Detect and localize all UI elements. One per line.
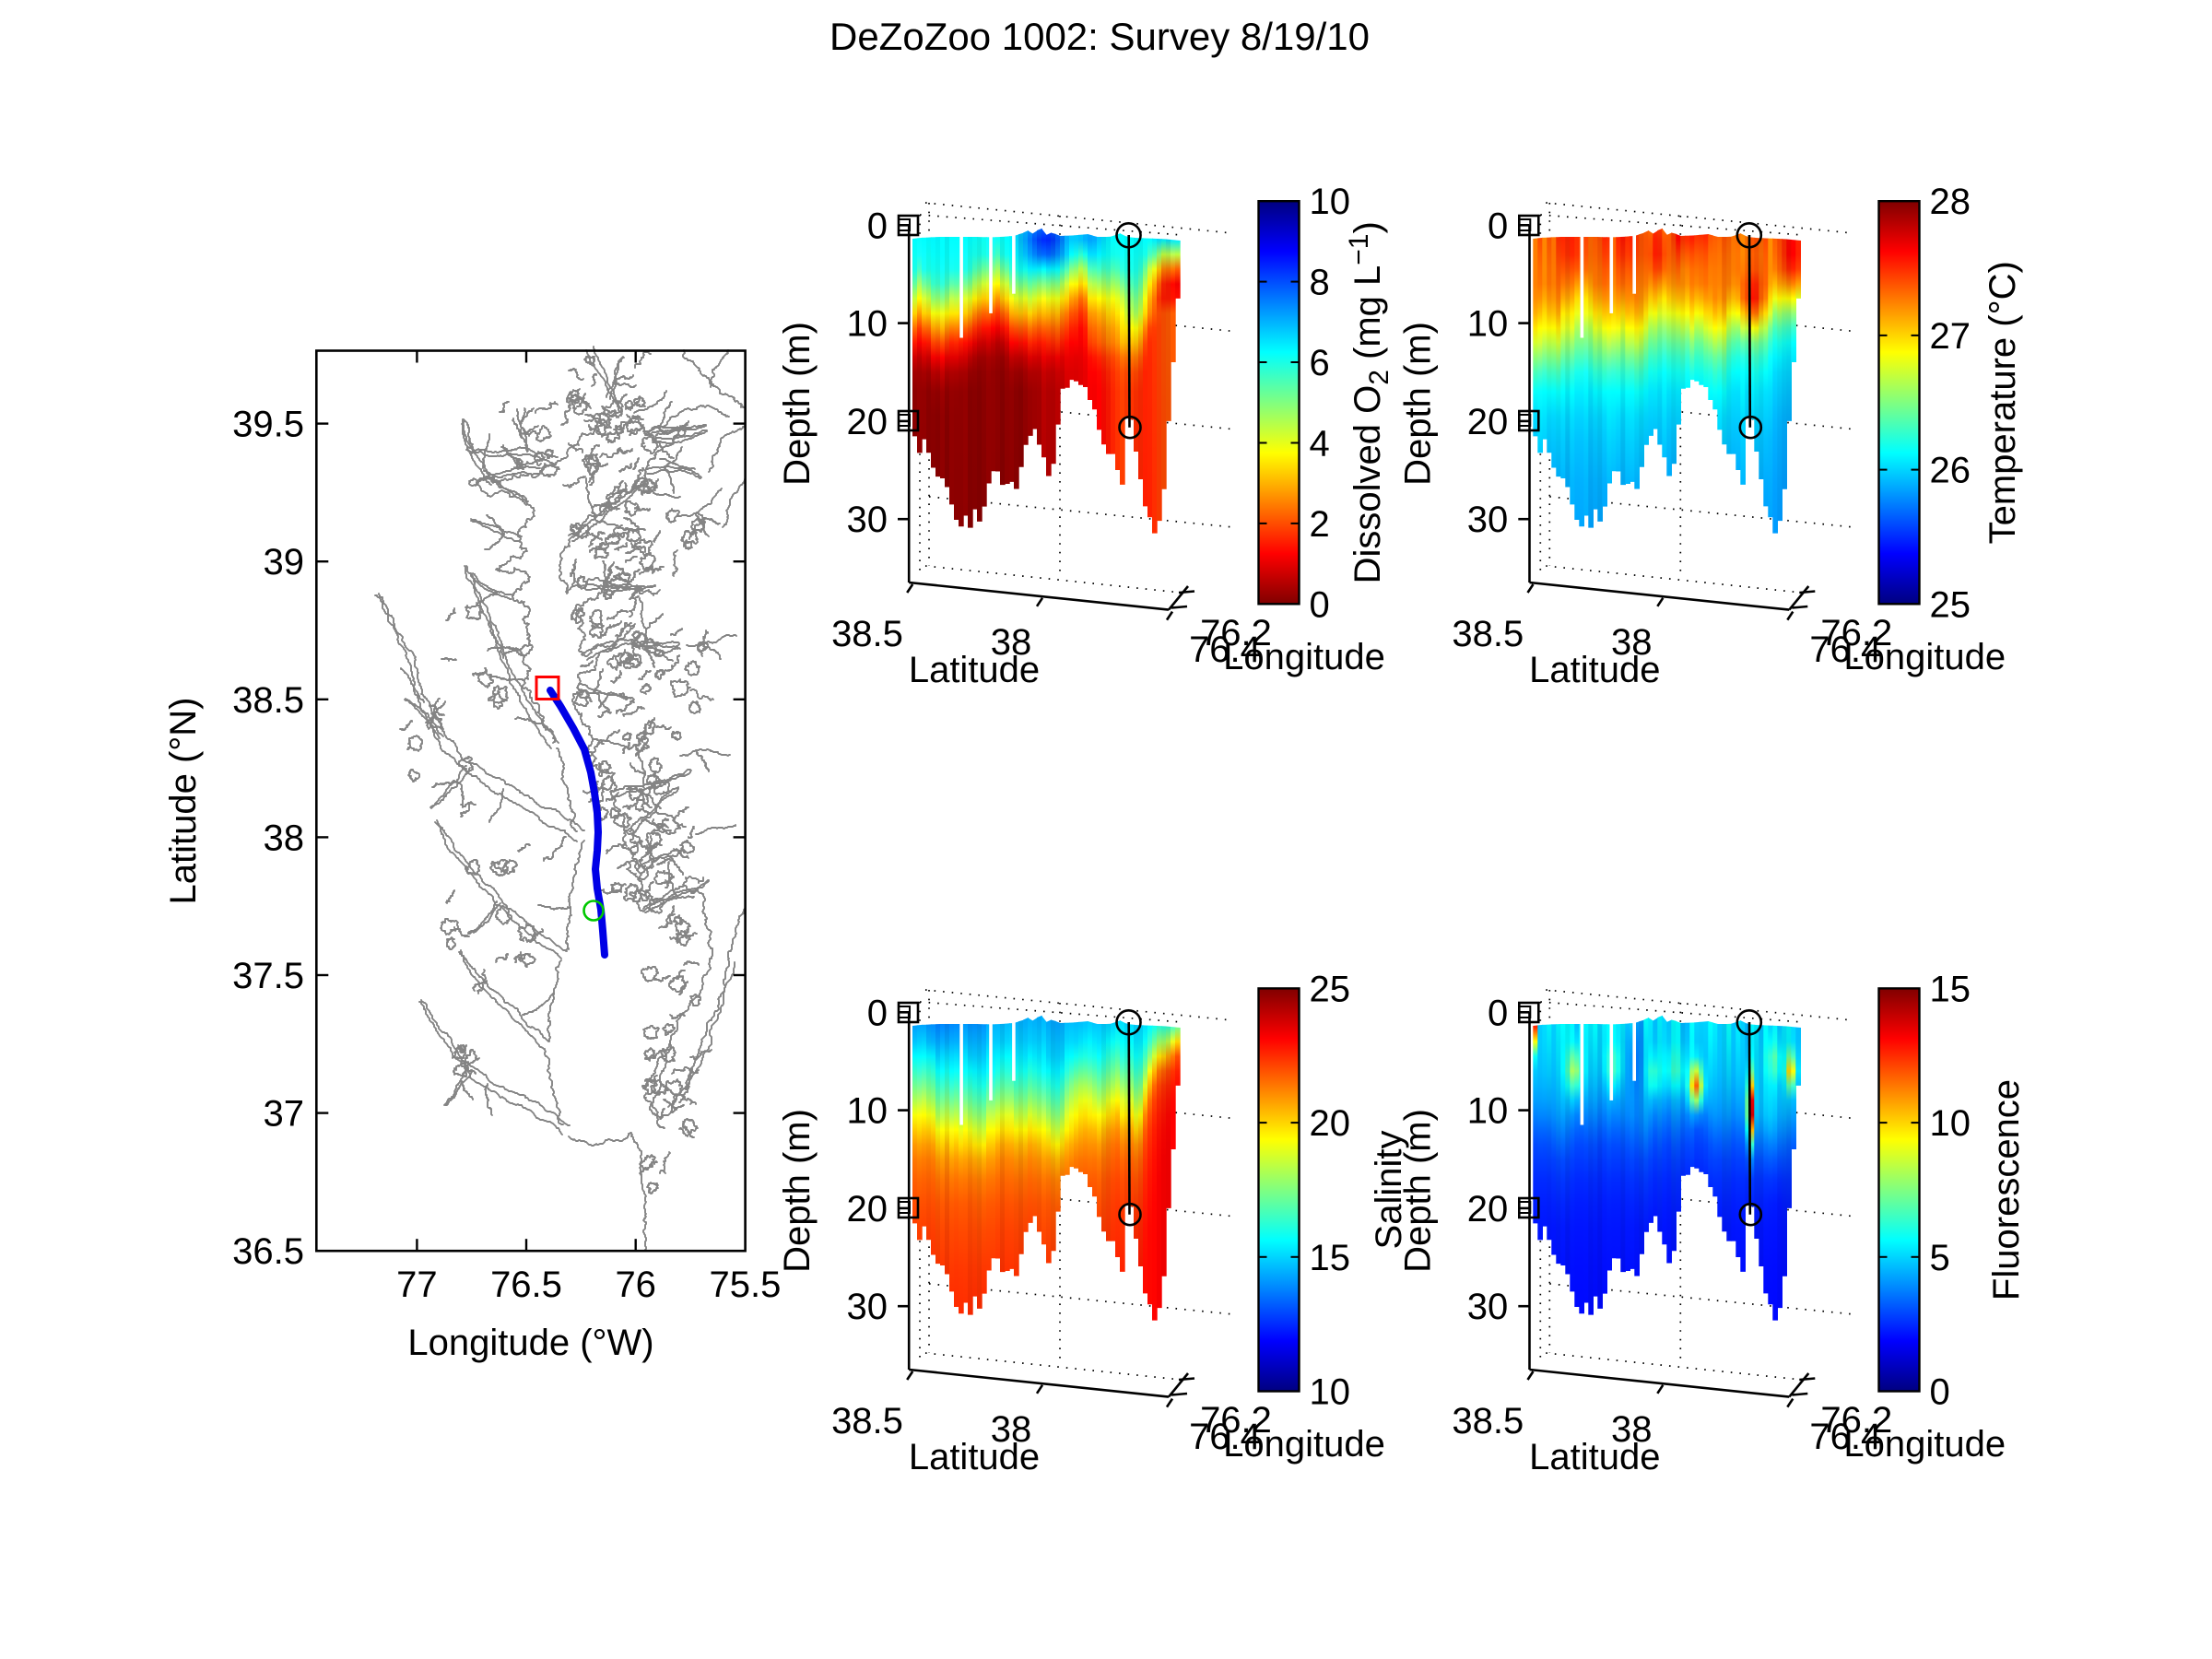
svg-text:76.2: 76.2 xyxy=(1820,1400,1892,1441)
svg-text:10: 10 xyxy=(1310,1372,1351,1413)
svg-text:37: 37 xyxy=(264,1094,305,1135)
svg-text:0: 0 xyxy=(1930,1372,1950,1413)
svg-text:77: 77 xyxy=(396,1265,438,1305)
svg-text:38.5: 38.5 xyxy=(1452,1401,1524,1441)
svg-text:76.2: 76.2 xyxy=(1820,613,1892,653)
svg-text:Longitude: Longitude xyxy=(1223,637,1385,677)
svg-text:76.4: 76.4 xyxy=(1809,629,1881,670)
svg-text:76.2: 76.2 xyxy=(1200,1400,1272,1441)
svg-text:Latitude: Latitude xyxy=(1529,650,1660,690)
svg-text:DeZoZoo 1002: Survey 8/19/10: DeZoZoo 1002: Survey 8/19/10 xyxy=(830,15,1370,58)
svg-text:10: 10 xyxy=(847,304,888,345)
svg-text:75.5: 75.5 xyxy=(709,1265,781,1305)
svg-text:Depth (m): Depth (m) xyxy=(777,322,818,486)
svg-text:Latitude (°N): Latitude (°N) xyxy=(163,698,204,905)
svg-text:76.4: 76.4 xyxy=(1189,1417,1261,1457)
svg-text:38.5: 38.5 xyxy=(831,614,903,654)
svg-text:Salinity: Salinity xyxy=(1369,1131,1409,1250)
svg-text:Fluorescence: Fluorescence xyxy=(1986,1079,2027,1300)
svg-text:Depth (m): Depth (m) xyxy=(1397,322,1438,486)
svg-text:0: 0 xyxy=(867,206,888,246)
svg-text:Longitude (°W): Longitude (°W) xyxy=(407,1323,653,1363)
svg-text:Temperature (°C): Temperature (°C) xyxy=(1983,261,2023,544)
svg-text:28: 28 xyxy=(1930,182,1971,222)
svg-text:38.5: 38.5 xyxy=(232,680,304,721)
svg-text:Depth (m): Depth (m) xyxy=(777,1109,818,1273)
svg-text:38.5: 38.5 xyxy=(1452,614,1524,654)
svg-text:0: 0 xyxy=(1310,584,1330,625)
svg-text:Latitude: Latitude xyxy=(909,650,1040,690)
svg-text:76.4: 76.4 xyxy=(1189,629,1261,670)
svg-text:20: 20 xyxy=(1467,1189,1509,1230)
svg-text:Dissolved O2 (mg L−1): Dissolved O2 (mg L−1) xyxy=(1344,221,1394,583)
svg-text:Longitude: Longitude xyxy=(1223,1424,1385,1465)
svg-text:Longitude: Longitude xyxy=(1843,637,2006,677)
svg-text:39: 39 xyxy=(264,542,305,582)
svg-text:30: 30 xyxy=(1467,1287,1509,1327)
svg-text:38: 38 xyxy=(264,818,305,858)
svg-text:Latitude: Latitude xyxy=(909,1437,1040,1477)
svg-text:0: 0 xyxy=(1488,993,1508,1033)
svg-text:20: 20 xyxy=(1467,402,1509,442)
svg-text:20: 20 xyxy=(847,1189,888,1230)
svg-text:30: 30 xyxy=(1467,500,1509,540)
svg-text:8: 8 xyxy=(1310,263,1330,303)
svg-text:30: 30 xyxy=(847,500,888,540)
svg-text:76: 76 xyxy=(615,1265,656,1305)
svg-text:38: 38 xyxy=(1611,622,1653,663)
svg-text:15: 15 xyxy=(1310,1238,1351,1278)
svg-text:4: 4 xyxy=(1310,424,1330,465)
svg-text:10: 10 xyxy=(1930,1103,1971,1144)
svg-text:36.5: 36.5 xyxy=(232,1231,304,1272)
svg-text:38: 38 xyxy=(991,622,1032,663)
svg-text:2: 2 xyxy=(1310,504,1330,545)
svg-text:37.5: 37.5 xyxy=(232,956,304,996)
svg-text:10: 10 xyxy=(1310,182,1351,222)
svg-text:39.5: 39.5 xyxy=(232,405,304,445)
svg-text:38: 38 xyxy=(1611,1409,1653,1450)
svg-text:20: 20 xyxy=(1310,1103,1351,1144)
svg-text:0: 0 xyxy=(867,993,888,1033)
svg-text:30: 30 xyxy=(847,1287,888,1327)
svg-text:76.2: 76.2 xyxy=(1200,613,1272,653)
svg-text:27: 27 xyxy=(1930,316,1971,357)
svg-text:0: 0 xyxy=(1488,206,1508,246)
svg-text:26: 26 xyxy=(1930,451,1971,491)
svg-text:10: 10 xyxy=(1467,1091,1509,1132)
svg-text:20: 20 xyxy=(847,402,888,442)
svg-text:38.5: 38.5 xyxy=(831,1401,903,1441)
svg-text:25: 25 xyxy=(1930,584,1971,625)
svg-text:Longitude: Longitude xyxy=(1843,1424,2006,1465)
svg-text:76.4: 76.4 xyxy=(1809,1417,1881,1457)
svg-text:6: 6 xyxy=(1310,343,1330,383)
svg-text:10: 10 xyxy=(847,1091,888,1132)
svg-text:15: 15 xyxy=(1930,969,1971,1009)
svg-text:Depth (m): Depth (m) xyxy=(1397,1109,1438,1273)
svg-text:38: 38 xyxy=(991,1409,1032,1450)
svg-text:Latitude: Latitude xyxy=(1529,1437,1660,1477)
svg-text:25: 25 xyxy=(1310,969,1351,1009)
svg-text:10: 10 xyxy=(1467,304,1509,345)
svg-text:5: 5 xyxy=(1930,1238,1950,1278)
svg-text:76.5: 76.5 xyxy=(490,1265,562,1305)
